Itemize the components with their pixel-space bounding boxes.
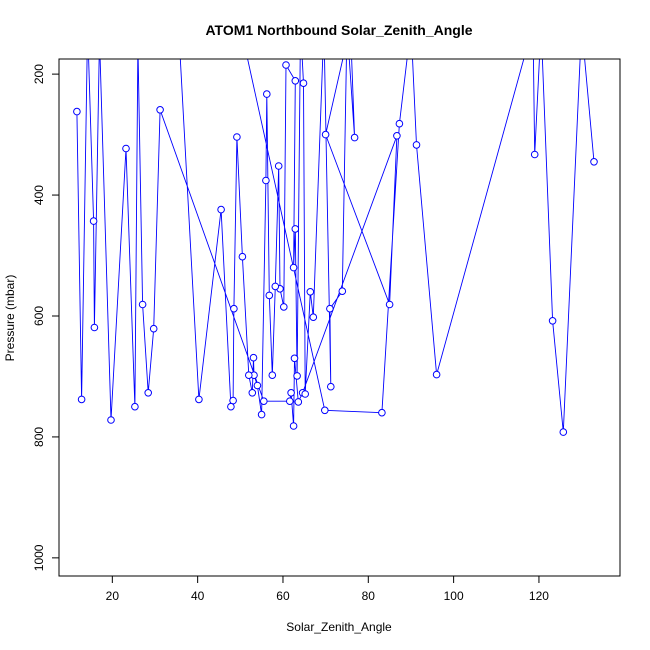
data-point [291,225,300,233]
data-point [263,90,271,98]
data-point [287,389,295,397]
data-point [131,402,139,411]
data-point [350,133,359,142]
data-point [385,300,394,309]
data-point [144,389,152,397]
data-point [138,300,147,309]
data-point [253,381,262,390]
y-tick-label: 800 [32,427,46,447]
data-point [73,107,81,116]
data-point [299,79,308,87]
data-point [107,416,115,424]
data-point [227,402,235,411]
data-point [156,106,164,114]
data-point [89,217,98,225]
data-point [262,176,270,185]
data-point [378,408,386,417]
data-point [432,370,441,379]
data-point [245,371,253,380]
y-tick-label: 600 [32,306,46,326]
data-point [321,130,330,139]
x-tick-label: 80 [362,589,376,603]
axes: 20 40 60 80 100 120 200 400 600 800 1000 [32,64,549,603]
data-point [280,303,288,311]
data-point [230,304,238,313]
data-point [268,371,277,380]
x-tick-label: 40 [191,589,205,603]
data-point [412,141,421,149]
data-point [530,150,539,159]
data-point [149,324,158,333]
data-point [286,397,294,406]
data-point [282,61,290,69]
series-line [76,59,595,433]
x-tick-label: 60 [276,589,290,603]
data-point [559,428,568,436]
data-point [326,304,334,313]
data-point [274,162,283,170]
series-layer [73,59,598,436]
data-point [238,252,247,261]
data-point [233,133,241,141]
data-point [590,158,598,166]
data-point [77,395,86,404]
data-point [122,144,130,153]
data-point [301,390,310,398]
data-point [271,282,280,291]
x-tick-label: 120 [529,589,549,603]
data-point [265,291,274,300]
x-tick-label: 100 [444,589,464,603]
data-point [327,382,335,391]
data-point [195,395,203,404]
data-point [291,77,300,85]
y-axis-label: Pressure (mbar) [3,275,17,362]
y-tick-label: 200 [32,64,46,84]
data-point [309,313,318,322]
data-point [321,406,329,415]
y-tick-label: 400 [32,185,46,205]
data-point [260,397,268,406]
data-point [289,422,298,430]
data-point [293,372,301,380]
data-point [217,205,225,214]
x-axis-label: Solar_Zenith_Angle [286,620,392,634]
data-point [338,287,347,296]
chart-title: ATOM1 Northbound Solar_Zenith_Angle [205,22,472,38]
data-point [249,353,258,362]
data-point [395,119,404,128]
data-point [294,398,303,406]
data-point [257,410,266,419]
data-point [306,288,315,296]
y-tick-label: 1000 [32,544,46,571]
data-point [548,317,557,325]
data-point [290,354,299,363]
data-point [289,263,298,272]
data-point [248,389,257,397]
data-point [90,323,99,332]
plot-frame [58,58,621,577]
data-point [393,132,401,140]
x-tick-label: 20 [106,589,120,603]
